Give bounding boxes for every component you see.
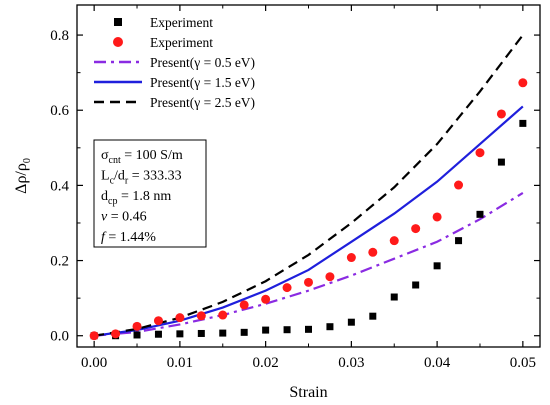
data-point-square (497, 158, 505, 166)
data-point-circle (389, 236, 399, 246)
y-tick-label: 0.0 (50, 329, 69, 345)
data-point-circle (496, 109, 506, 119)
parameter-line: Lc/dr = 333.33 (101, 169, 182, 187)
series-line-2 (94, 191, 524, 337)
data-point-square (154, 330, 162, 338)
data-point-circle (153, 316, 163, 326)
axes: 0.00 0.01 0.02 0.03 0.04 0.05 0.0 0.2 0.4 0.6 0.8 S… (13, 4, 541, 401)
parameter-segment: d (101, 189, 108, 204)
parameter-segment: = 100 S/m (121, 148, 183, 163)
data-point-square (219, 329, 227, 337)
x-axis-title: Strain (289, 384, 327, 401)
data-point-circle (89, 331, 99, 341)
parameter-box: σcnt = 100 S/m Lc/dr = 333.33 dcp = 1.8 nm… (93, 139, 207, 248)
y-tick-label: 0.6 (50, 103, 69, 119)
data-point-square (519, 119, 527, 127)
x-tick-label: 0.00 (81, 355, 107, 371)
data-point-square (347, 318, 355, 326)
parameter-line: f = 1.44% (101, 230, 156, 245)
data-point-circle (196, 311, 206, 321)
data-point-square (455, 237, 463, 245)
legend-label: Present(γ = 2.5 eV) (150, 95, 255, 110)
data-point-circle (132, 321, 142, 331)
data-point-circle (282, 283, 292, 293)
y-axis-title-sub: 0 (22, 158, 33, 163)
y-tick-label: 0.4 (50, 178, 69, 194)
parameter-segment: r (125, 176, 129, 187)
data-point-circle (325, 272, 335, 282)
legend-label: Experiment (150, 15, 213, 30)
data-point-square (283, 326, 291, 334)
y-axis-title-main: Δρ/ρ (13, 163, 30, 194)
parameter-segment: = 0.46 (107, 210, 146, 225)
data-point-square (369, 312, 377, 320)
x-tick-label: 0.05 (510, 355, 536, 371)
y-tick-label: 0.8 (50, 28, 69, 44)
parameter-segment: cp (108, 196, 117, 207)
legend-label: Present(γ = 1.5 eV) (150, 75, 255, 90)
data-point-circle (454, 180, 464, 190)
data-point-square (240, 328, 248, 336)
y-tick-label: 0.2 (50, 254, 69, 270)
legend-label: Present(γ = 0.5 eV) (150, 55, 255, 70)
data-point-square (476, 210, 484, 218)
data-point-square (262, 326, 270, 334)
x-tick-label: 0.04 (424, 355, 451, 371)
data-point-square (433, 262, 441, 270)
data-point-circle (175, 313, 185, 323)
data-point-circle (261, 294, 271, 304)
data-point-square (176, 330, 184, 338)
parameter-segment: /d (114, 169, 125, 184)
parameter-line: v = 0.46 (101, 210, 147, 225)
legend-label: Experiment (150, 35, 213, 50)
parameter-segment: σ (101, 148, 109, 163)
parameter-segment: = 1.8 nm (117, 189, 171, 204)
data-point-circle (475, 148, 485, 158)
data-point-circle (346, 253, 356, 263)
parameter-segment: L (101, 169, 110, 184)
series-line-3 (94, 105, 524, 337)
legend-marker-circle (113, 37, 123, 47)
parameter-line: σcnt = 100 S/m (101, 148, 183, 166)
data-point-square (133, 331, 141, 339)
parameter-segment: f (101, 230, 107, 245)
x-tick-label: 0.03 (338, 355, 364, 371)
data-point-circle (518, 78, 528, 88)
data-point-circle (111, 329, 121, 339)
x-tick-label: 0.01 (167, 355, 193, 371)
data-point-circle (218, 310, 228, 320)
y-axis-title: Δρ/ρ0 (13, 158, 33, 194)
data-point-circle (304, 277, 313, 287)
parameter-segment: v (101, 210, 108, 225)
parameter-line: dcp = 1.8 nm (101, 189, 171, 207)
plot-area (89, 34, 528, 341)
parameter-segment: = 333.33 (128, 169, 181, 184)
data-point-square (326, 323, 334, 331)
x-tick-label: 0.02 (253, 355, 279, 371)
parameter-box-frame (93, 139, 207, 248)
data-point-circle (368, 247, 378, 257)
data-point-square (390, 293, 398, 301)
legend: Experiment Experiment Present(γ = 0.5 eV) P… (94, 15, 255, 110)
data-point-square (412, 281, 420, 289)
data-point-square (197, 329, 205, 337)
data-point-square (305, 325, 312, 333)
series-line-4 (93, 34, 524, 337)
parameter-segment: c (110, 176, 115, 187)
data-point-circle (411, 224, 421, 234)
data-point-circle (239, 300, 249, 310)
data-point-circle (432, 212, 442, 222)
parameter-segment: cnt (109, 155, 121, 166)
legend-marker-square (114, 18, 122, 26)
parameter-segment: = 1.44% (105, 230, 156, 245)
